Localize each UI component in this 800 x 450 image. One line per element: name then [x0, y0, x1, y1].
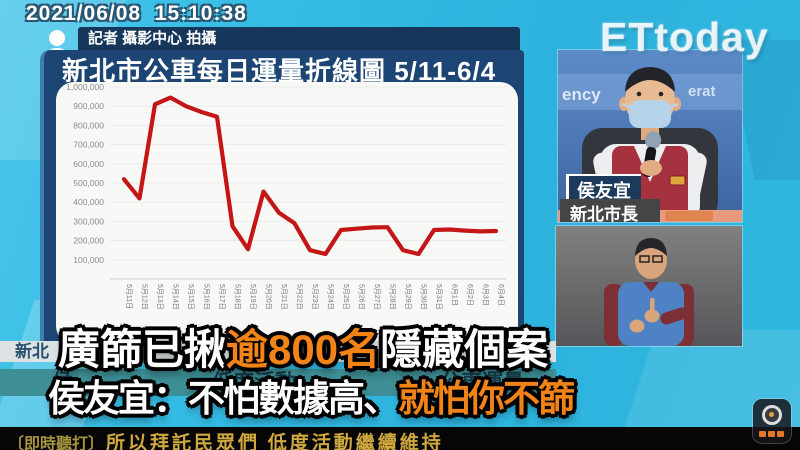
x-axis-label: 5月25日 — [342, 284, 350, 310]
collar — [643, 282, 659, 292]
y-axis-label: 600,000 — [73, 159, 104, 169]
underlying-caption-fragment: 侯 — [52, 371, 73, 394]
forearm — [660, 307, 688, 325]
x-axis-label: 5月26日 — [358, 284, 366, 310]
ridership-line — [121, 95, 499, 257]
y-axis-label: 200,000 — [73, 236, 104, 246]
x-axis-label: 6月2日 — [466, 284, 474, 306]
ridership-line-chart: 100,000 200,000 300,000 400,000 500,000 600,0… — [66, 82, 506, 310]
hair — [625, 67, 675, 92]
backdrop-text-right: erat — [688, 83, 716, 100]
badge-mark — [759, 431, 766, 437]
y-axis-label: 800,000 — [73, 120, 104, 130]
chart-title: 新北市公車每日運量折線圖 5/11-6/4 — [62, 56, 497, 86]
x-axis-label: 5月15日 — [187, 284, 195, 310]
underlying-caption-strip-1: 新北 — [0, 341, 556, 362]
speaker-title-tag: 新北市長 — [560, 199, 660, 222]
hair — [635, 238, 667, 256]
x-axis-label: 5月27日 — [373, 284, 381, 310]
glasses — [639, 255, 650, 263]
x-axis-label: 5月13日 — [156, 284, 164, 310]
x-axis-label: 5月12日 — [141, 284, 149, 310]
pointing-finger — [650, 298, 655, 313]
x-axis-label: 5月22日 — [296, 284, 304, 310]
eye — [636, 91, 642, 97]
x-axis-label: 6月4日 — [497, 284, 505, 306]
caption-segment: 逾800名 — [226, 326, 381, 373]
app-logo-badge — [753, 399, 791, 443]
underlying-caption-fragment: 公車運量 — [440, 371, 524, 394]
glasses — [652, 255, 663, 263]
ticker-text: 所以拜託民眾們 低度活動繼續維持 — [106, 433, 444, 450]
underlying-caption-fragment: 新北 — [15, 342, 49, 361]
x-axis-label: 5月30日 — [420, 284, 428, 310]
x-axis-label: 6月1日 — [451, 284, 459, 306]
x-axis-label: 5月16日 — [203, 284, 211, 310]
y-axis-label: 900,000 — [73, 101, 104, 111]
hand — [644, 309, 660, 323]
live-transcription-ticker: 〔即時聽打〕 所以拜託民眾們 低度活動繼續維持 — [0, 427, 800, 450]
y-axis-label: 500,000 — [73, 178, 104, 188]
y-axis-label: 400,000 — [73, 197, 104, 207]
caption-segment: 侯友宜：不怕數據高、 — [48, 378, 400, 419]
interpreter-video-feed — [556, 226, 742, 346]
y-axis-label: 100,000 — [73, 255, 104, 265]
x-axis-label: 5月21日 — [280, 284, 288, 310]
x-axis-label: 5月17日 — [218, 284, 226, 310]
badge-mark — [768, 431, 775, 437]
y-axis-label: 300,000 — [73, 216, 104, 226]
y-axis-label: 1,000,000 — [66, 82, 104, 92]
x-axis-label: 5月28日 — [389, 284, 397, 310]
ettoday-watermark: ETtoday — [600, 14, 769, 60]
x-axis-label: 5月20日 — [265, 284, 273, 310]
x-axis-label: 5月18日 — [234, 284, 242, 310]
headline-caption-line2: 侯友宜：不怕數據高、就怕你不篩 — [48, 368, 575, 422]
x-axis-label: 5月23日 — [311, 284, 319, 310]
y-axis-label: 700,000 — [73, 140, 104, 150]
face-mask — [629, 100, 671, 128]
interpreter-scene — [556, 226, 742, 346]
reporter-credit: 記者 攝影中心 拍攝 — [78, 27, 520, 50]
hand — [629, 319, 645, 333]
chart-area: 100,000 200,000 300,000 400,000 500,000 600,0… — [56, 82, 518, 344]
badge-mark — [777, 431, 784, 437]
x-axis-label: 5月31日 — [435, 284, 443, 310]
timestamp: 2021/06/08 15:10:38 — [26, 2, 247, 25]
backdrop-text-left: ency — [562, 85, 601, 104]
name-badge — [669, 175, 686, 186]
headline-caption-line1: 廣篩已揪逾800名隱藏個案 — [58, 316, 548, 377]
x-axis-label: 5月11日 — [125, 284, 133, 309]
x-axis-label: 5月29日 — [404, 284, 412, 310]
x-axis-label: 5月19日 — [249, 284, 257, 310]
desk-strip-block — [664, 211, 713, 221]
underlying-caption-fragment: 低度活動 — [212, 371, 296, 394]
caption-segment: 隱藏個案 — [380, 326, 549, 373]
hand — [640, 160, 662, 176]
speaker-video-feed: ency erat 侯友宜 新北市長 — [558, 50, 742, 222]
underlying-caption-strip-2: 侯 低度活動 公車運量 — [0, 369, 556, 396]
caption-segment: 廣篩已揪 — [58, 326, 227, 373]
lens-dot — [769, 412, 774, 417]
x-axis-label: 5月24日 — [327, 284, 335, 310]
x-axis-label: 5月14日 — [172, 284, 180, 310]
ticker-tag: 〔即時聽打〕 — [8, 436, 105, 450]
x-axis-label: 6月3日 — [482, 284, 490, 306]
head — [635, 241, 667, 279]
eye — [658, 91, 664, 97]
caption-segment: 就怕你不篩 — [398, 378, 575, 419]
